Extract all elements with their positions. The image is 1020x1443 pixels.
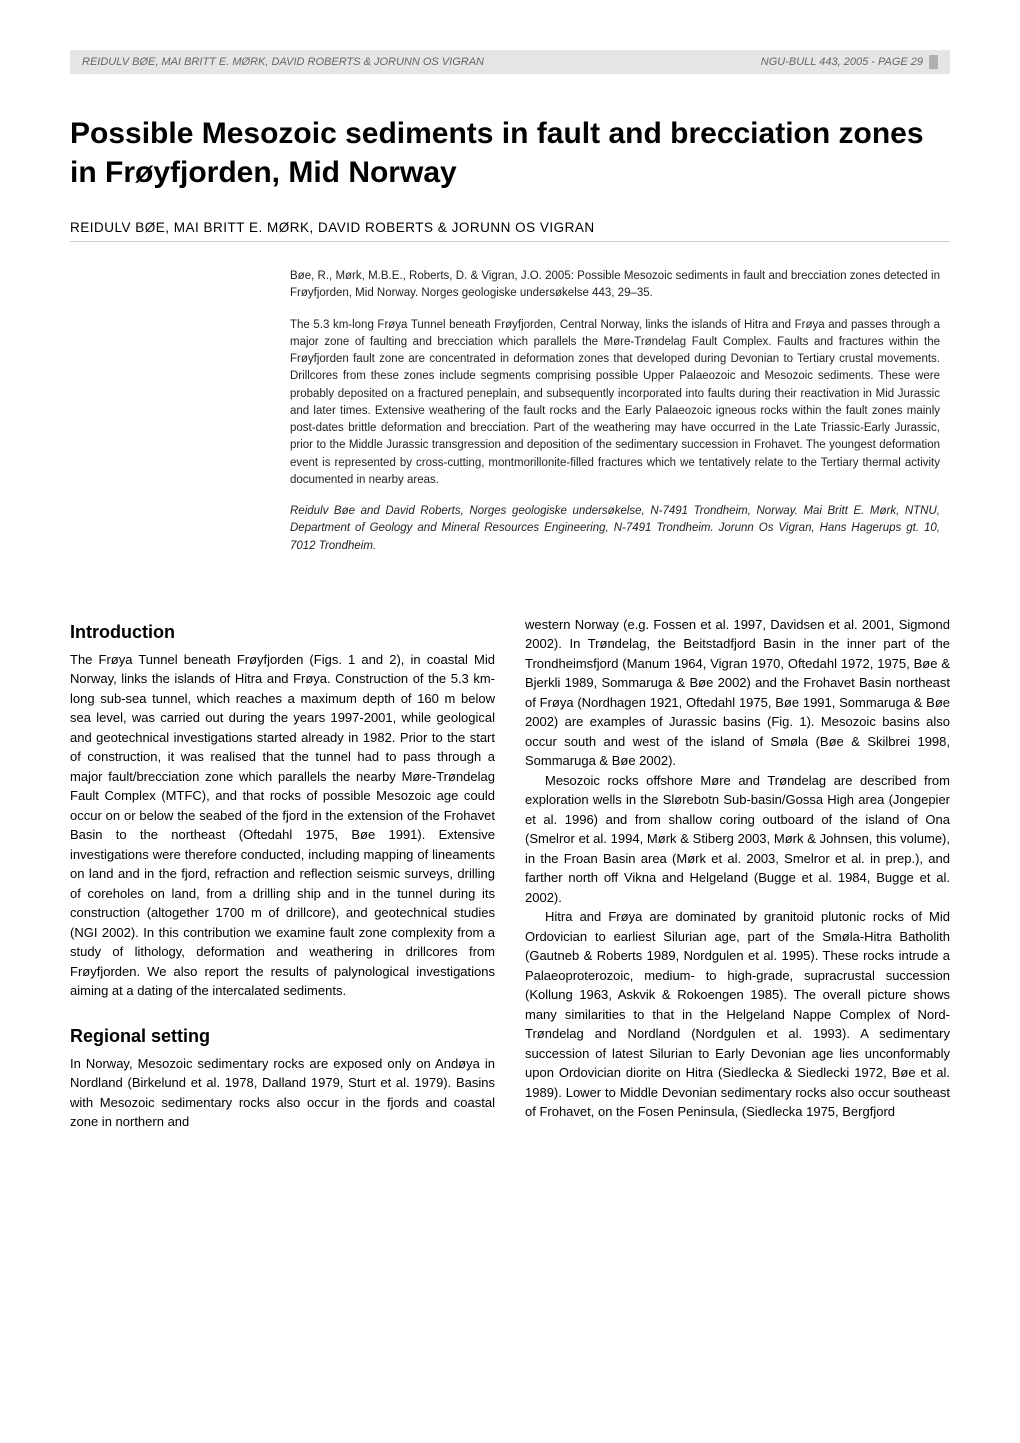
regional-heading: Regional setting (70, 1023, 495, 1050)
abstract-affiliation: Reidulv Bøe and David Roberts, Norges ge… (290, 503, 940, 555)
right-column: western Norway (e.g. Fossen et al. 1997,… (525, 615, 950, 1132)
introduction-heading: Introduction (70, 619, 495, 646)
header-authors: REIDULV BØE, MAI BRITT E. MØRK, DAVID RO… (82, 56, 484, 68)
running-header: REIDULV BØE, MAI BRITT E. MØRK, DAVID RO… (70, 50, 950, 74)
header-journal: NGU-BULL 443, 2005 - PAGE 29 (761, 56, 923, 68)
introduction-body: The Frøya Tunnel beneath Frøyfjorden (Fi… (70, 650, 495, 1001)
regional-body-right-p2: Mesozoic rocks offshore Møre and Trøndel… (525, 771, 950, 908)
left-column: Introduction The Frøya Tunnel beneath Fr… (70, 615, 495, 1132)
regional-body-right-p1: western Norway (e.g. Fossen et al. 1997,… (525, 615, 950, 771)
page-marker (929, 55, 938, 69)
abstract-block: Bøe, R., Mørk, M.B.E., Roberts, D. & Vig… (290, 268, 940, 555)
article-title: Possible Mesozoic sediments in fault and… (70, 114, 950, 192)
abstract-citation: Bøe, R., Mørk, M.B.E., Roberts, D. & Vig… (290, 268, 940, 303)
two-column-body: Introduction The Frøya Tunnel beneath Fr… (70, 615, 950, 1132)
authors-line: REIDULV BØE, MAI BRITT E. MØRK, DAVID RO… (70, 220, 950, 242)
abstract-body: The 5.3 km-long Frøya Tunnel beneath Frø… (290, 317, 940, 490)
regional-body-right-p3: Hitra and Frøya are dominated by granito… (525, 907, 950, 1122)
regional-body-left: In Norway, Mesozoic sedimentary rocks ar… (70, 1054, 495, 1132)
